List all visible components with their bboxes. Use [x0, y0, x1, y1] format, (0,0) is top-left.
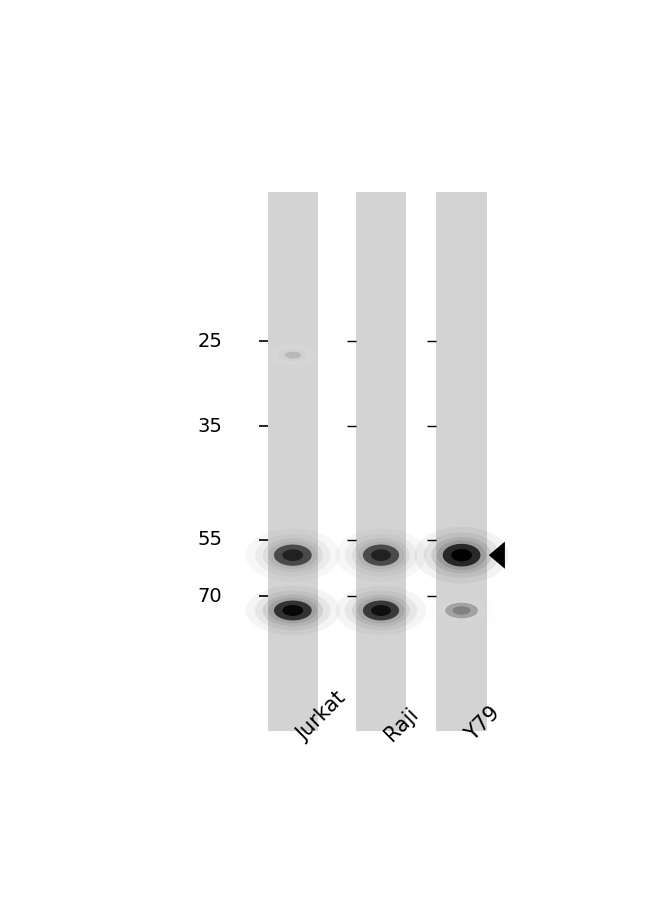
Ellipse shape: [440, 600, 483, 621]
Ellipse shape: [352, 538, 410, 572]
Ellipse shape: [344, 534, 417, 577]
Ellipse shape: [268, 598, 317, 624]
Ellipse shape: [268, 542, 317, 569]
Ellipse shape: [263, 595, 323, 626]
Ellipse shape: [352, 595, 410, 626]
Ellipse shape: [451, 549, 472, 562]
Text: Y79: Y79: [462, 703, 504, 745]
Ellipse shape: [358, 598, 404, 624]
Ellipse shape: [283, 605, 303, 616]
Ellipse shape: [274, 600, 312, 621]
Bar: [436, 192, 487, 731]
Text: 70: 70: [198, 587, 222, 606]
Text: 25: 25: [198, 332, 222, 351]
Ellipse shape: [335, 586, 426, 635]
Ellipse shape: [445, 602, 478, 618]
Ellipse shape: [371, 549, 391, 561]
Ellipse shape: [274, 544, 312, 565]
Ellipse shape: [432, 537, 492, 574]
Ellipse shape: [246, 529, 340, 582]
Bar: [268, 192, 318, 731]
Ellipse shape: [452, 606, 471, 615]
Ellipse shape: [414, 527, 509, 584]
Ellipse shape: [371, 605, 391, 616]
Ellipse shape: [285, 352, 301, 358]
Bar: [356, 192, 406, 731]
Ellipse shape: [443, 543, 480, 566]
Ellipse shape: [436, 598, 488, 623]
Ellipse shape: [246, 586, 340, 635]
Ellipse shape: [344, 590, 417, 630]
Text: 55: 55: [198, 530, 222, 549]
Ellipse shape: [363, 544, 399, 565]
Ellipse shape: [424, 532, 499, 577]
Ellipse shape: [255, 590, 331, 630]
Polygon shape: [489, 542, 505, 569]
Ellipse shape: [283, 549, 303, 561]
Ellipse shape: [255, 534, 331, 577]
Text: 35: 35: [198, 416, 222, 436]
Ellipse shape: [263, 538, 323, 572]
Ellipse shape: [363, 600, 399, 621]
Ellipse shape: [437, 541, 486, 570]
Ellipse shape: [335, 529, 426, 582]
Ellipse shape: [278, 349, 308, 362]
Ellipse shape: [358, 542, 404, 569]
Text: Raji: Raji: [381, 704, 422, 745]
Text: Jurkat: Jurkat: [292, 689, 350, 745]
